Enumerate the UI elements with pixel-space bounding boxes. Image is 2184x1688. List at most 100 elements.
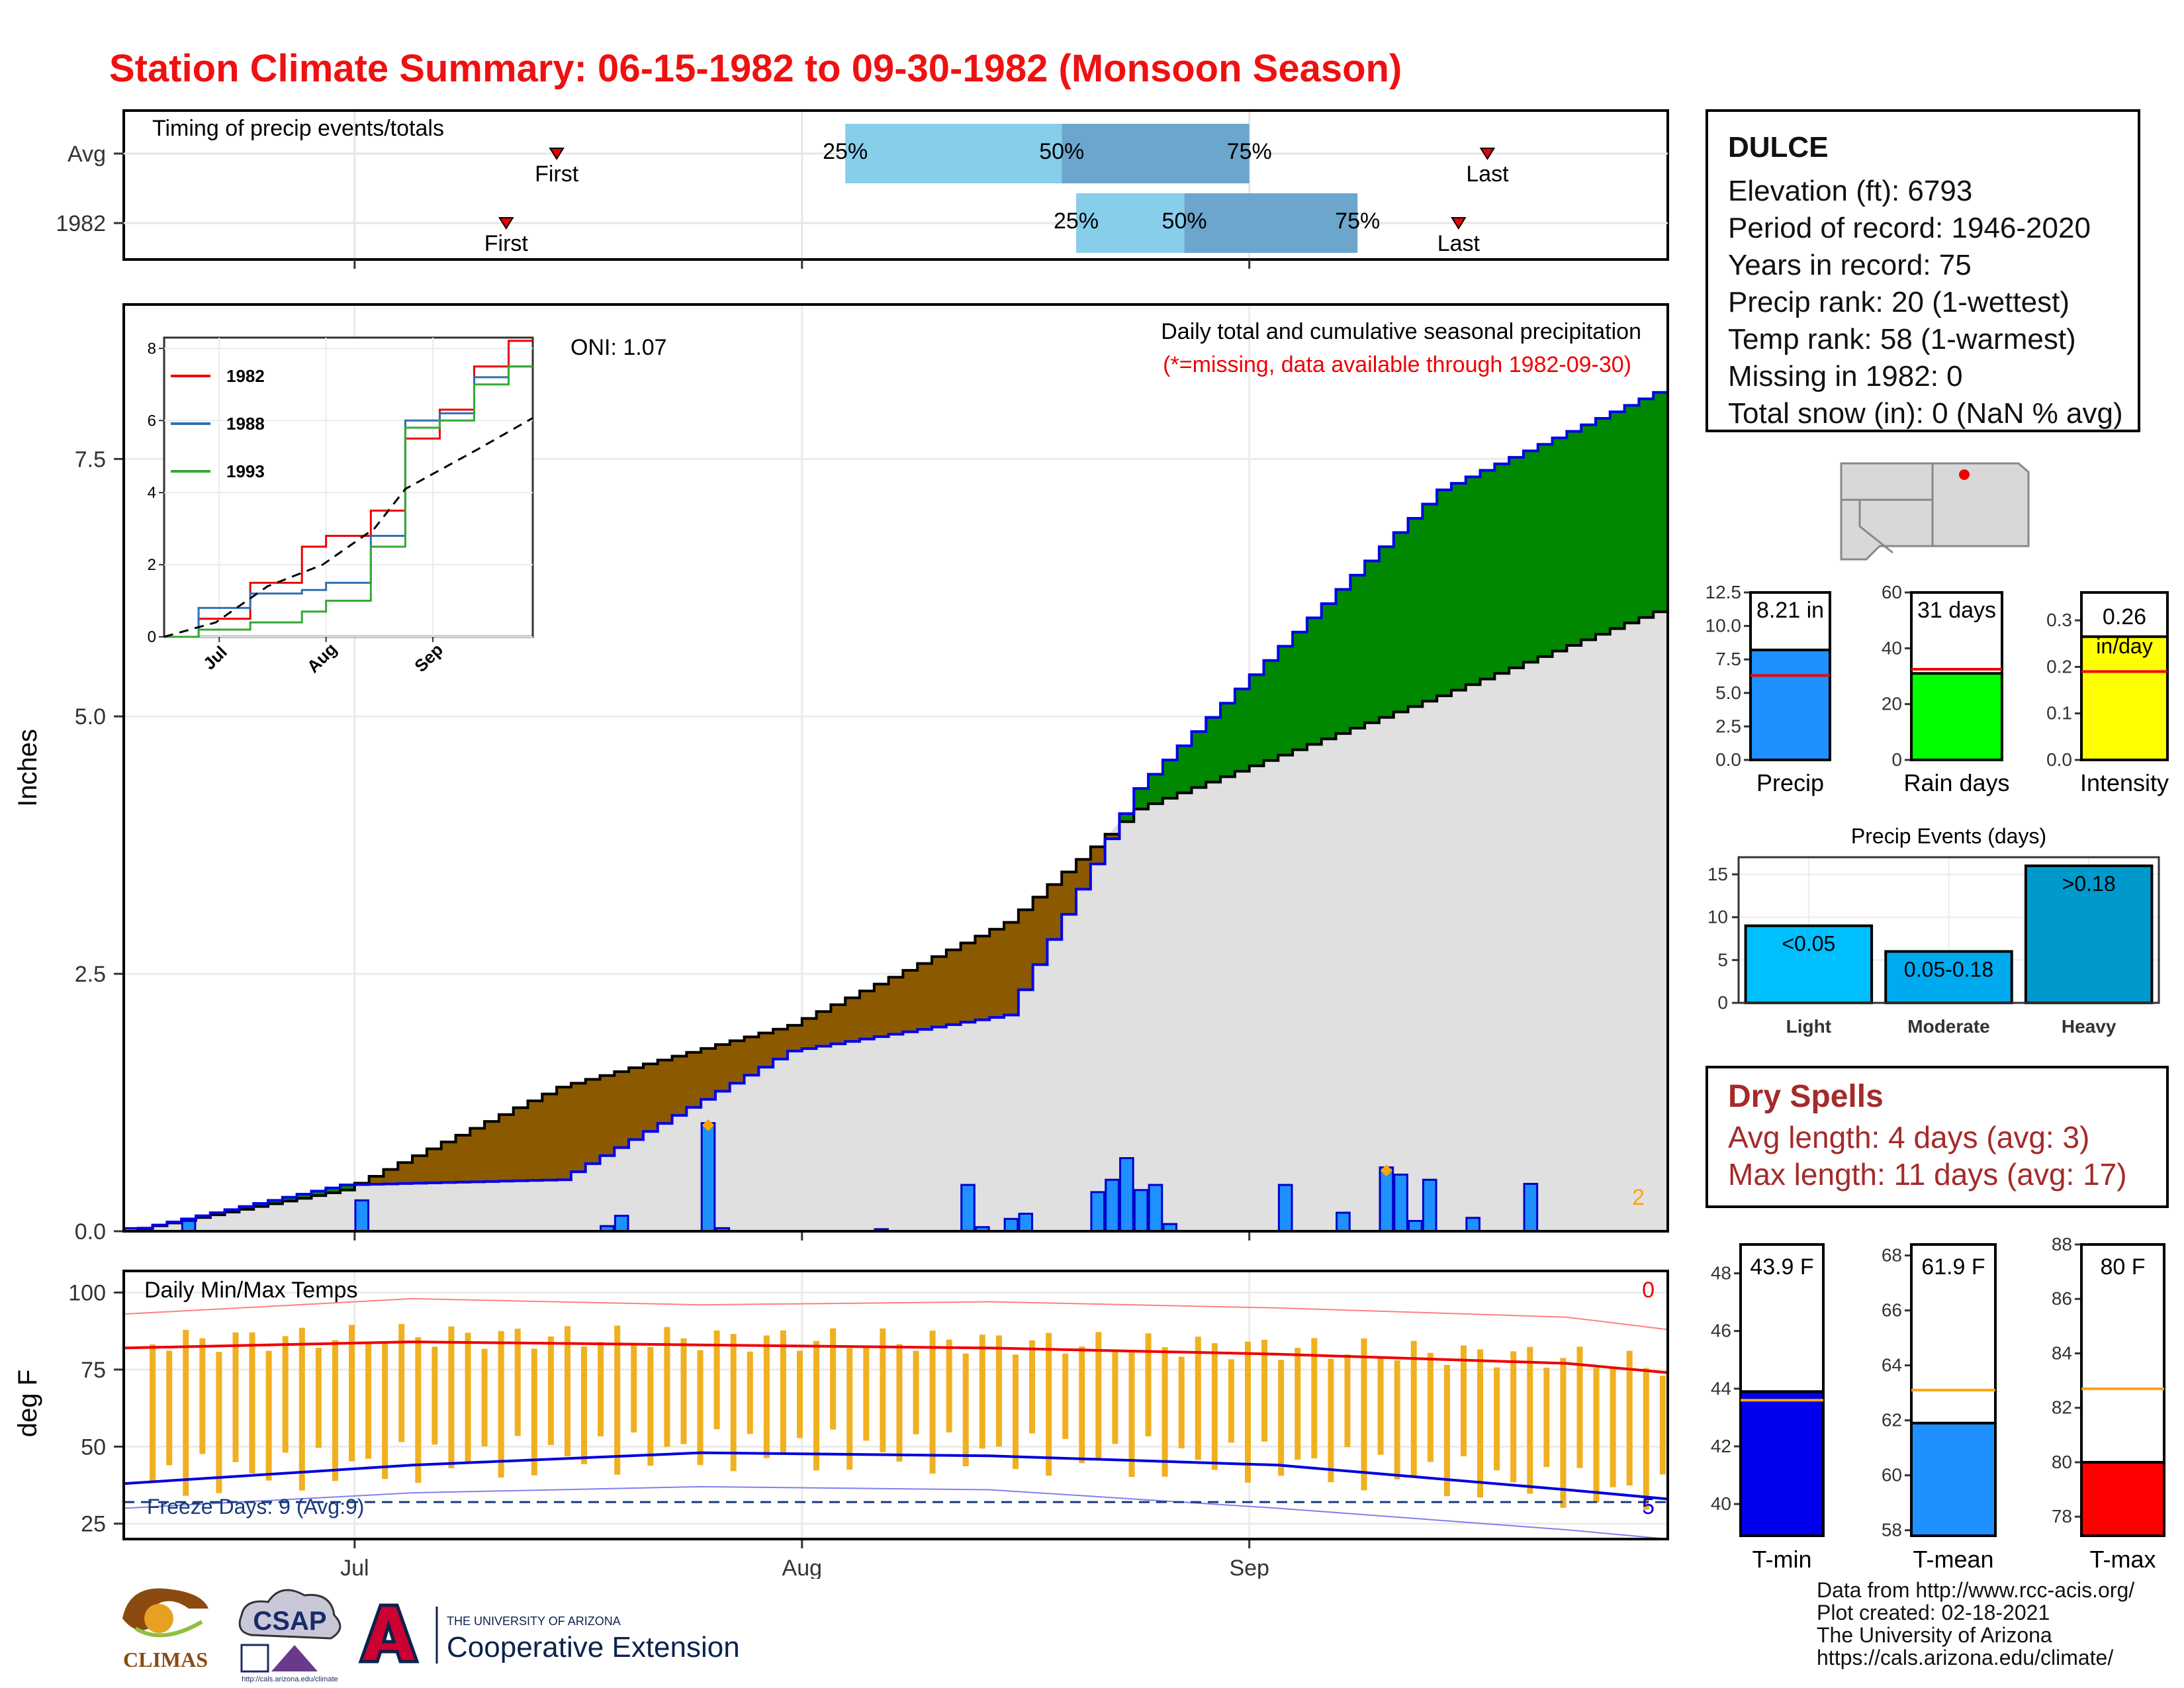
precip-daily-bar [1090, 1191, 1106, 1233]
small-chart-y-tick-label: 80 [2052, 1452, 2072, 1472]
small-chart-title: Rain days [1903, 769, 2009, 796]
footer-line: Plot created: 02-18-2021 [1817, 1601, 2050, 1624]
events-bar [1744, 924, 1874, 1005]
precip-peak-marker [1380, 1164, 1392, 1177]
timing-row-label: Avg [68, 142, 106, 167]
dry-spells-max: Max length: 11 days (avg: 17) [1728, 1157, 2127, 1192]
csap-text: CSAP [253, 1607, 326, 1636]
small-chart-bar [2080, 1460, 2165, 1537]
timing-label: Timing of precip events/totals [152, 116, 444, 141]
precip-daily-bar [1133, 1189, 1149, 1233]
small-chart-y-tick-label: 46 [1711, 1321, 1731, 1341]
events-chart-border [1737, 856, 2160, 1004]
precip-frame [122, 303, 1669, 1233]
events-category-label: Light [1786, 1016, 1831, 1037]
timing-q25-label: 25% [1054, 209, 1099, 234]
record-high-count: 0 [1642, 1278, 1655, 1303]
events-y-tick-label: 10 [1707, 907, 1728, 927]
dry-spells-title: Dry Spells [1728, 1079, 1884, 1114]
small-chart-y-tick-label: 82 [2052, 1397, 2072, 1418]
temp-x-tick-label: Sep [1229, 1556, 1269, 1579]
events-category-label: Heavy [2062, 1016, 2116, 1037]
record-low-count: 5 [1642, 1494, 1655, 1519]
precip-daily-bar [1465, 1217, 1480, 1233]
precip-panel-subtitle: (*=missing, data available through 1982-… [1163, 352, 1631, 377]
small-chart-value-label: 61.9 F [1921, 1254, 1985, 1280]
precip-daily-bar [1277, 1184, 1293, 1233]
precip-daily-bar [1148, 1184, 1163, 1233]
temp-frame [122, 1270, 1669, 1540]
precip-y-tick-label: 2.5 [75, 962, 106, 987]
precip-daily-bar [1119, 1157, 1134, 1233]
events-chart-title: Precip Events (days) [1851, 824, 2046, 848]
temp-x-tick-label: Jul [340, 1556, 369, 1579]
station-temp-rank: Temp rank: 58 (1-warmest) [1728, 323, 2076, 355]
precip-daily-bar [700, 1122, 716, 1233]
timing-last-label: Last [1466, 162, 1509, 187]
precip-daily-bar [1379, 1166, 1394, 1233]
timing-panel: Timing of precip events/totals 25% 50% 75% F… [56, 109, 1669, 269]
climas-text: CLIMAS [123, 1648, 208, 1671]
small-chart-y-tick-label: 68 [1882, 1245, 1902, 1266]
precip-daily-bar [1003, 1217, 1019, 1233]
small-chart-y-tick-label: 78 [2052, 1506, 2072, 1526]
small-chart-y-tick-label: 48 [1711, 1263, 1731, 1284]
precip-above-average-area [138, 392, 1668, 1229]
timing-q50-label: 50% [1162, 209, 1207, 234]
inset-line-1993 [164, 365, 533, 638]
events-bar [2024, 864, 2154, 1004]
inset-legend-label: 1993 [226, 461, 265, 481]
temp-y-axis-label: deg F [13, 1370, 42, 1437]
dry-spells-avg: Avg length: 4 days (avg: 3) [1728, 1120, 2090, 1154]
ua-logo: THE UNIVERSITY OF ARIZONA Cooperative Ex… [358, 1603, 740, 1664]
timing-last-marker [1479, 148, 1496, 160]
small-chart-y-tick-label: 0.2 [2046, 656, 2072, 677]
events-bar-label: 0.05-0.18 [1904, 957, 1993, 981]
events-bar-label: <0.05 [1782, 932, 1835, 956]
footer-credits: Data from http://www.rcc-acis.org/ Plot … [1817, 1579, 2134, 1669]
small-chart-value-label: 0.26 [2103, 604, 2146, 630]
tmean-chart: 58 60 62 64 66 68 61.9 F T-mean [1882, 1243, 1997, 1573]
inset-y-tick-label: 8 [148, 340, 156, 357]
precip-events-chart: Precip Events (days) 0 5 10 15 <0.05 Light 0.05… [1707, 824, 2160, 1037]
timing-q50-label: 50% [1039, 139, 1084, 164]
timing-q75-label: 75% [1227, 139, 1272, 164]
inset-line-1982 [164, 340, 533, 638]
small-chart-y-tick-label: 86 [2052, 1288, 2072, 1309]
timing-bar-q50-q75 [1062, 124, 1250, 183]
precip-average-cumulative-line [124, 606, 1669, 1233]
location-map [1840, 462, 2030, 561]
climas-swirl-icon [122, 1588, 208, 1630]
precip-daily-bar [1523, 1182, 1539, 1233]
small-chart-title: Precip [1756, 769, 1824, 796]
events-y-tick-label: 5 [1717, 949, 1728, 970]
temp-y-tick-label: 75 [81, 1358, 106, 1383]
csap-logo: CSAP http://cals.arizona.edu/climate [238, 1589, 341, 1683]
events-bar-label: >0.18 [2062, 872, 2116, 896]
small-chart-y-tick-label: 0 [1891, 749, 1902, 770]
small-chart-bar [2080, 635, 2169, 761]
timing-bar-q50-q75 [1184, 193, 1358, 253]
small-chart-y-tick-label: 60 [1882, 1465, 1902, 1485]
timing-q75-label: 75% [1335, 209, 1380, 234]
csap-cloud-icon [238, 1589, 341, 1640]
inset-legend-label: 1982 [226, 366, 265, 386]
small-chart-y-tick-label: 58 [1882, 1520, 1902, 1540]
precip-daily-bar [1018, 1213, 1034, 1233]
events-bar [1884, 950, 2013, 1004]
precip-daily-bar [1408, 1219, 1423, 1233]
precip-panel-title: Daily total and cumulative seasonal prec… [1161, 319, 1641, 344]
small-chart-y-tick-label: 42 [1711, 1436, 1731, 1456]
tmax-chart: 78 80 82 84 86 88 80 F T-max [2052, 1234, 2165, 1573]
climas-wave-icon [134, 1620, 203, 1638]
state-border-3 [1858, 500, 1893, 554]
precip-y-tick-label: 7.5 [75, 447, 106, 472]
small-chart-y-tick-label: 0.0 [2046, 749, 2072, 770]
timing-bar-q25-q50 [845, 124, 1062, 183]
timing-first-label: First [484, 231, 529, 256]
precip-below-average-area [354, 834, 1120, 1185]
precip-daily-bar [1336, 1211, 1351, 1233]
small-chart-y-tick-label: 44 [1711, 1378, 1731, 1399]
csap-url: http://cals.arizona.edu/climate [242, 1675, 338, 1683]
